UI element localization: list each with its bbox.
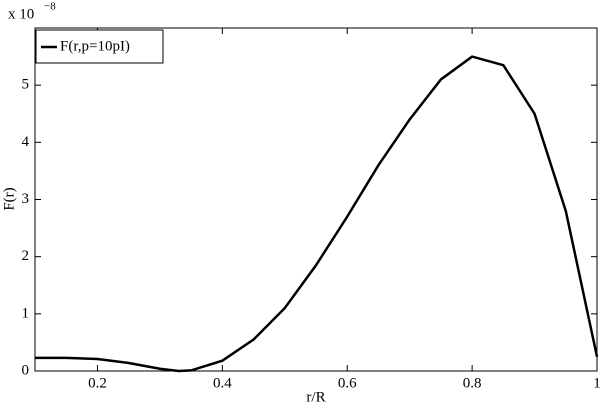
y-tick-label: 4 — [22, 134, 30, 150]
y-tick-label: 2 — [22, 248, 30, 264]
y-multiplier: x 10 — [8, 6, 34, 22]
x-tick-label: 0.4 — [213, 375, 232, 391]
y-exponent: −8 — [44, 1, 56, 13]
x-tick-label: 0.2 — [88, 375, 107, 391]
y-tick-label: 1 — [22, 305, 30, 321]
y-axis-label: F(r) — [1, 187, 17, 210]
line — [35, 55, 599, 373]
x-tick-label: 0.6 — [338, 375, 357, 391]
legend-box — [35, 29, 164, 64]
y-tick-label: 0 — [22, 362, 30, 378]
legend-label: F(r,p=10pI) — [60, 38, 130, 54]
y-tick-label: 3 — [22, 191, 30, 207]
x-tick-label: 0.8 — [463, 375, 482, 391]
x-axis-label: r/R — [306, 389, 325, 405]
y-tick-label: 5 — [22, 77, 30, 93]
x-tick-label: 1 — [593, 375, 600, 391]
